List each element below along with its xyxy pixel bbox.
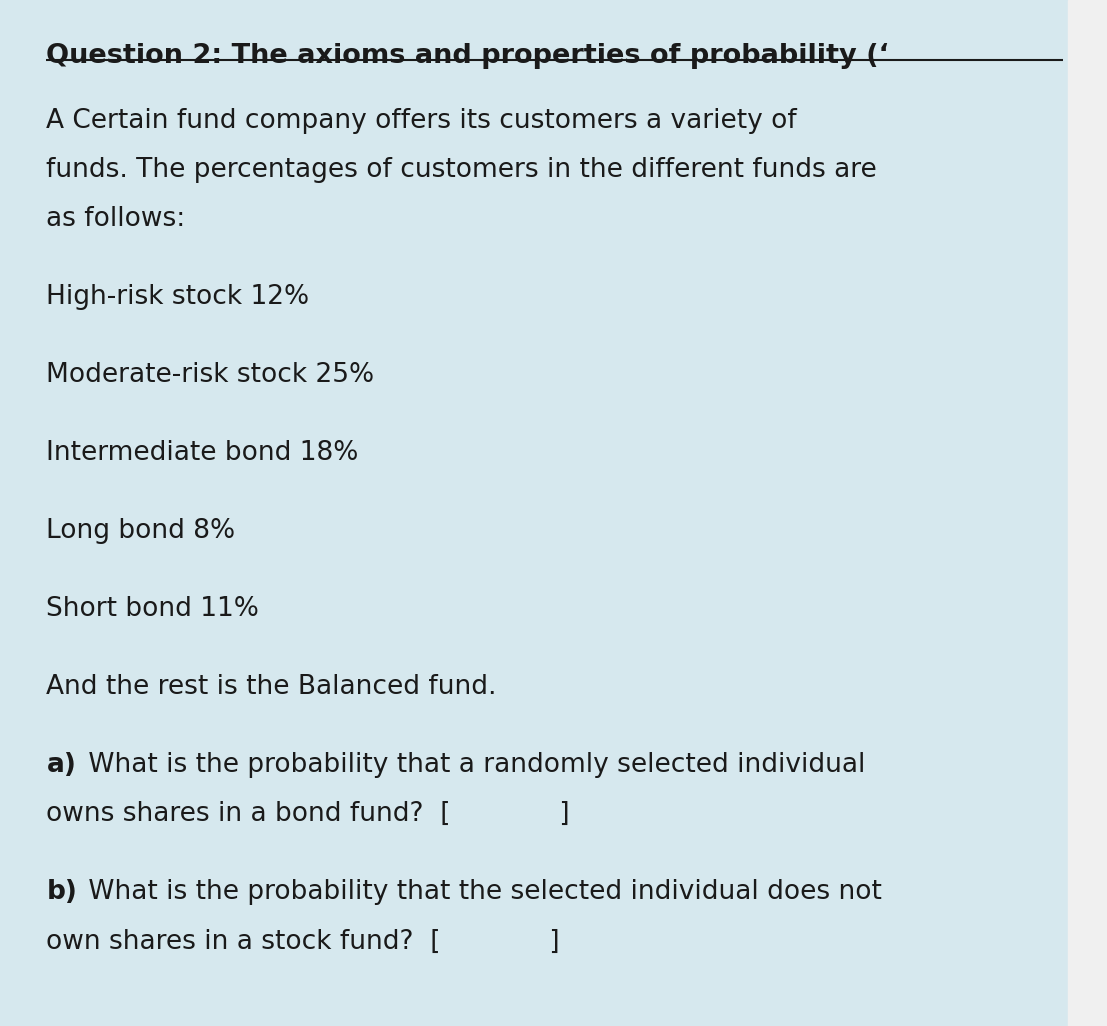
- Text: Long bond 8%: Long bond 8%: [46, 518, 236, 544]
- Text: What is the probability that a randomly selected individual: What is the probability that a randomly …: [80, 752, 865, 778]
- Text: Question 2: The axioms and properties of probability (‘: Question 2: The axioms and properties of…: [46, 43, 889, 69]
- Text: as follows:: as follows:: [46, 206, 186, 232]
- Text: owns shares in a bond fund?  [             ]: owns shares in a bond fund? [ ]: [46, 801, 570, 827]
- Text: What is the probability that the selected individual does not: What is the probability that the selecte…: [80, 879, 881, 905]
- Text: High-risk stock 12%: High-risk stock 12%: [46, 284, 310, 310]
- Text: funds. The percentages of customers in the different funds are: funds. The percentages of customers in t…: [46, 157, 877, 183]
- Text: And the rest is the Balanced fund.: And the rest is the Balanced fund.: [46, 674, 497, 700]
- Text: Moderate-risk stock 25%: Moderate-risk stock 25%: [46, 362, 374, 388]
- Text: Short bond 11%: Short bond 11%: [46, 596, 259, 622]
- Text: Intermediate bond 18%: Intermediate bond 18%: [46, 440, 359, 466]
- Text: a): a): [46, 752, 76, 778]
- Text: b): b): [46, 879, 77, 905]
- Text: A Certain fund company offers its customers a variety of: A Certain fund company offers its custom…: [46, 108, 797, 133]
- Bar: [1068, 0, 1107, 1026]
- Text: own shares in a stock fund?  [             ]: own shares in a stock fund? [ ]: [46, 929, 560, 954]
